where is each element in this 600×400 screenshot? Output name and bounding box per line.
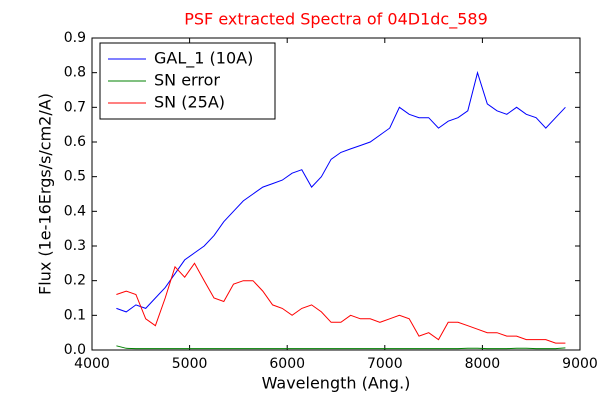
y-tick-label: 0.3 [64, 238, 86, 254]
x-tick-label: 5000 [172, 356, 208, 372]
y-tick-label: 0.5 [64, 169, 86, 185]
y-tick-label: 0.6 [64, 134, 86, 150]
y-axis-label: Flux (1e-16Ergs/s/cm2/A) [36, 93, 55, 295]
x-tick-label: 9000 [562, 356, 598, 372]
y-tick-label: 0.8 [64, 65, 86, 81]
legend-label: GAL_1 (10A) [154, 49, 253, 69]
x-tick-label: 7000 [367, 356, 403, 372]
series-line [116, 345, 566, 350]
plot-frame [91, 37, 581, 351]
y-tick-label: 0.7 [64, 99, 86, 115]
x-axis-label: Wavelength (Ang.) [262, 374, 411, 393]
y-tick-label: 0.1 [64, 307, 86, 323]
x-tick-label: 8000 [465, 356, 501, 372]
y-tick-label: 0.0 [64, 342, 86, 358]
x-tick-label: 6000 [269, 356, 305, 372]
y-tick-label: 0.4 [64, 203, 86, 219]
y-tick-label: 0.2 [64, 273, 86, 289]
y-tick-label: 0.9 [64, 30, 86, 46]
x-tick-label: 4000 [74, 356, 110, 372]
legend-label: SN (25A) [154, 93, 225, 112]
legend-label: SN error [154, 71, 220, 90]
series-line [116, 262, 566, 344]
chart-title: PSF extracted Spectra of 04D1dc_589 [184, 10, 488, 30]
series-line [116, 70, 566, 313]
